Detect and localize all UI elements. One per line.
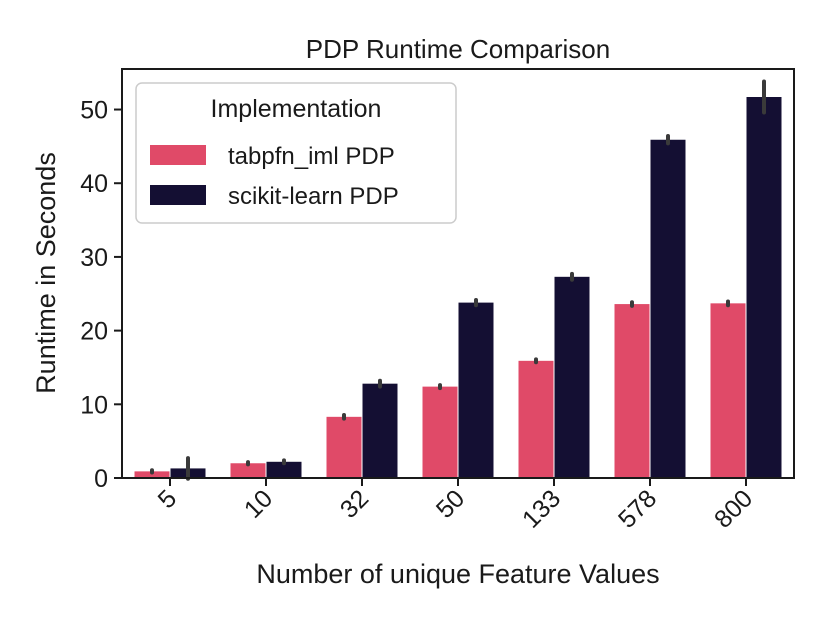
y-tick-label: 40 [80, 170, 108, 198]
bar-sklearn [362, 383, 398, 478]
legend-title: Implementation [211, 95, 382, 123]
x-tick-label: 800 [709, 484, 758, 533]
bar-tabpfn [326, 416, 362, 478]
y-tick-label: 0 [94, 465, 108, 493]
legend-label-sklearn: scikit-learn PDP [228, 183, 399, 210]
legend: Implementation tabpfn_iml PDP scikit-lea… [135, 82, 457, 224]
x-tick-label: 32 [335, 484, 374, 523]
bar-sklearn [746, 97, 782, 478]
bar-tabpfn [518, 360, 554, 478]
bar-sklearn [266, 461, 302, 478]
x-tick-label: 5 [153, 484, 183, 514]
bar-sklearn [554, 276, 590, 478]
y-axis: 0 10 20 30 40 50 [80, 97, 122, 493]
plot-frame [121, 68, 795, 479]
bar-tabpfn [614, 304, 650, 478]
bar-tabpfn [710, 303, 746, 478]
bar-tabpfn [134, 471, 170, 478]
x-tick-label: 133 [517, 484, 566, 533]
y-tick-label: 10 [80, 391, 108, 419]
legend-label-tabpfn: tabpfn_iml PDP [228, 143, 395, 170]
chart-title: PDP Runtime Comparison [306, 34, 610, 64]
x-tick-label: 578 [613, 484, 662, 533]
y-tick-label: 30 [80, 244, 108, 272]
legend-swatch-tabpfn [150, 145, 206, 165]
x-axis: 5 10 32 50 133 578 800 [153, 478, 758, 534]
bar-tabpfn [230, 463, 266, 478]
bar-sklearn [458, 302, 494, 478]
x-tick-label: 10 [239, 484, 278, 523]
bar-sklearn [650, 139, 686, 478]
y-tick-label: 50 [80, 97, 108, 125]
x-tick-label: 50 [431, 484, 470, 523]
legend-frame [135, 82, 457, 224]
y-axis-label: Runtime in Seconds [31, 152, 61, 394]
y-tick-label: 20 [80, 318, 108, 346]
legend-swatch-sklearn [150, 185, 206, 205]
bar-tabpfn [422, 386, 458, 478]
error-bars [150, 79, 766, 481]
x-axis-label: Number of unique Feature Values [256, 559, 659, 589]
